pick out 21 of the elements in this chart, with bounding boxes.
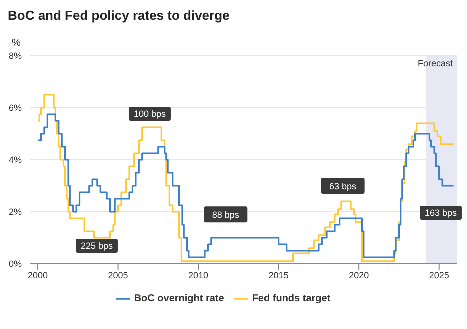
x-tick-label: 2010 xyxy=(188,270,209,280)
x-tick-label: 2025 xyxy=(429,270,450,280)
x-tick-label: 2005 xyxy=(108,270,128,280)
y-tick-label: 4% xyxy=(8,155,22,166)
x-tick-label: 2015 xyxy=(268,270,289,280)
y-tick-label: 6% xyxy=(8,103,22,114)
annotation: 163 bps xyxy=(420,206,462,220)
annotation: 100 bps xyxy=(128,107,172,121)
y-tick-label: 0% xyxy=(8,259,22,270)
legend-label: Fed funds target xyxy=(252,294,331,305)
y-axis-title: % xyxy=(12,38,21,49)
x-tick-label: 2020 xyxy=(349,270,370,280)
annotation: 88 bps xyxy=(212,210,240,220)
band-label: Forecast xyxy=(418,58,454,68)
annotation: 225 bps xyxy=(76,239,118,253)
x-tick-label: 2000 xyxy=(28,270,48,280)
y-tick-label: 2% xyxy=(8,207,22,218)
y-tick-label: 8% xyxy=(8,51,22,62)
legend-label: BoC overnight rate xyxy=(134,294,224,305)
chart-title: BoC and Fed policy rates to diverge xyxy=(8,8,230,23)
annotation: 63 bps xyxy=(330,182,358,192)
